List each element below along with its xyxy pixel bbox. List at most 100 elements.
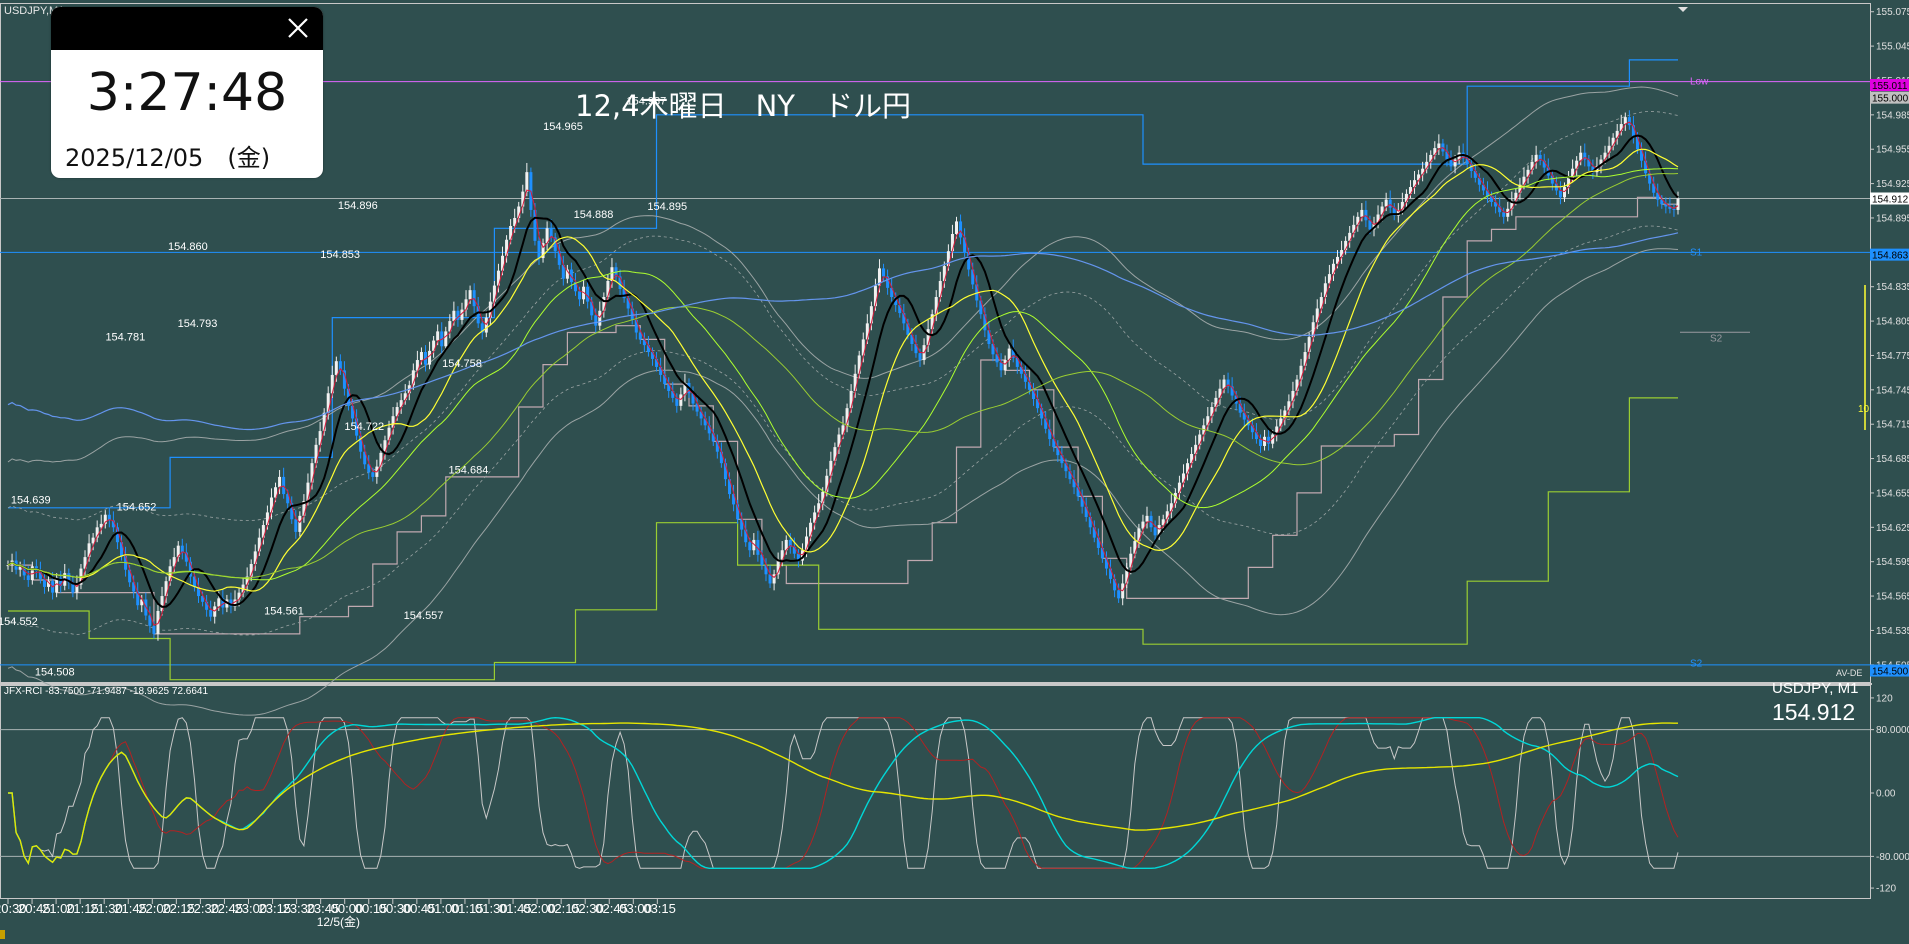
y-tick-label: 154.745 — [1876, 385, 1909, 396]
candle-body — [1619, 124, 1623, 131]
band-inner-upper — [7, 110, 1679, 521]
candle-body — [606, 280, 610, 298]
candle-body — [1660, 199, 1664, 205]
grid — [0, 3, 1872, 899]
candle-body — [6, 565, 10, 567]
candle-body — [833, 447, 837, 461]
close-icon[interactable] — [283, 13, 313, 43]
candle-body — [719, 451, 723, 464]
candle-body — [586, 286, 590, 302]
clock-widget[interactable]: 3:27:48 2025/12/05 (金) — [51, 7, 323, 178]
candle-body — [1396, 209, 1400, 216]
candle-body — [914, 344, 918, 354]
band-inner-lower — [7, 225, 1679, 636]
candle-body — [355, 418, 359, 436]
candle-body — [1473, 170, 1477, 178]
candle-body — [561, 264, 565, 279]
candle-body — [906, 323, 910, 335]
candle-body — [1445, 151, 1449, 160]
candle-body — [306, 482, 310, 501]
candle-body — [1125, 567, 1129, 584]
candle-body — [590, 301, 594, 316]
band-upper — [7, 86, 1679, 463]
candle-body — [634, 319, 638, 333]
rci-line — [8, 717, 1679, 869]
candle-body — [1400, 201, 1404, 210]
candle-body — [752, 539, 756, 551]
x-tick-label: 01:30 — [475, 901, 508, 916]
candle-body — [1469, 164, 1473, 171]
candle-body — [30, 566, 34, 581]
candle-body — [1214, 397, 1218, 408]
candle-body — [1250, 425, 1254, 433]
price-label: 154.860 — [168, 241, 208, 253]
candle-body — [1672, 208, 1676, 210]
candle-body — [1161, 519, 1165, 526]
candle-body — [1044, 418, 1048, 429]
candle-body — [1287, 401, 1291, 411]
candle-body — [517, 206, 521, 218]
candle-body — [152, 625, 156, 634]
x-tick-label: 20:45 — [18, 901, 51, 916]
candle-body — [740, 519, 744, 530]
y-tick-label: 154.985 — [1876, 110, 1909, 121]
candle-body — [290, 503, 294, 520]
candle-body — [1100, 547, 1104, 559]
price-label: 154.722 — [344, 421, 384, 433]
candle-body — [87, 543, 91, 558]
sub-symbol-label: USDJPY, M1 — [1772, 680, 1858, 697]
candle-body — [302, 500, 306, 516]
candle-body — [91, 537, 95, 544]
candle-body — [103, 514, 107, 524]
candle-body — [1003, 360, 1007, 371]
candle-body — [351, 405, 355, 419]
level-label: Low — [1690, 77, 1709, 88]
candle-body — [168, 566, 172, 582]
candle-body — [1173, 492, 1177, 504]
ma-line — [7, 121, 1679, 626]
clock-titlebar[interactable] — [51, 7, 323, 50]
candle-body — [1263, 436, 1267, 446]
candle-body — [1640, 149, 1644, 161]
candle-body — [1190, 453, 1194, 464]
candle-body — [642, 339, 646, 346]
candle-body — [829, 460, 833, 476]
candle-body — [217, 598, 221, 607]
x-tick-label: 00:45 — [403, 901, 436, 916]
price-label: 154.781 — [105, 332, 145, 344]
candle-body — [873, 285, 877, 307]
rci-line — [8, 717, 1679, 869]
y-tick-label: 154.535 — [1876, 626, 1909, 637]
candle-body — [971, 269, 975, 285]
candle-body — [1550, 175, 1554, 184]
candle-body — [197, 586, 201, 597]
candle-body — [715, 441, 719, 452]
candle-body — [525, 172, 529, 192]
candle-body — [934, 297, 938, 315]
candle-body — [1583, 152, 1587, 160]
candle-body — [618, 276, 622, 290]
candle-body — [1032, 389, 1036, 399]
candle-body — [1627, 117, 1631, 126]
clock-time: 3:27:48 — [86, 63, 288, 123]
candle-body — [1340, 250, 1344, 257]
candle-body — [602, 297, 606, 311]
candle-body — [1145, 515, 1149, 522]
candle-body — [1538, 154, 1542, 161]
sub-y-tick-label: 120 — [1876, 693, 1893, 704]
candle-body — [622, 289, 626, 299]
candle-body — [322, 412, 326, 432]
candle-body — [1502, 212, 1506, 217]
candle-body — [1331, 263, 1335, 275]
candle-body — [954, 221, 958, 235]
candle-body — [1485, 190, 1489, 197]
candle-body — [1534, 154, 1538, 162]
candle-body — [209, 609, 213, 617]
candle-body — [1356, 216, 1360, 225]
candle-body — [428, 350, 432, 365]
candle-body — [488, 301, 492, 318]
candle-body — [1408, 187, 1412, 194]
time-axis: 20:3020:4521:0021:1521:3021:4522:0022:15… — [0, 899, 676, 939]
price-label: 154.987 — [627, 96, 667, 108]
